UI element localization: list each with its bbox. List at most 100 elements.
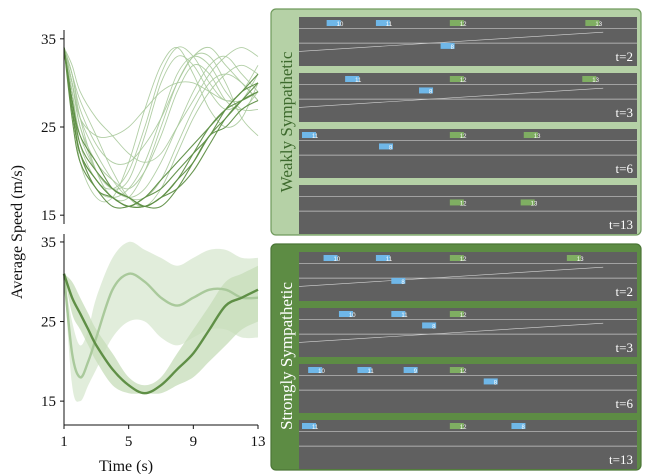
road-surface (299, 361, 637, 413)
vehicle-blue (375, 255, 390, 261)
road-shoulder (299, 14, 637, 17)
vehicle-blue (403, 367, 418, 373)
vehicle-blue (419, 87, 434, 94)
vehicle-label: 12 (460, 425, 467, 431)
vehicle-label: 13 (592, 78, 599, 84)
vehicle-label: 12 (460, 134, 467, 140)
vehicle-label: 13 (577, 257, 584, 263)
top-series-line (63, 47, 259, 208)
weak-panel-title: Weakly Sympathetic (277, 51, 296, 192)
road-shoulder (299, 182, 637, 185)
merge-line (298, 87, 604, 108)
road-surface (299, 182, 637, 234)
vehicle-green (585, 20, 600, 26)
top-y-tick-label: 35 (41, 32, 56, 48)
vehicle-green (449, 311, 464, 317)
strong-row: 10 11 9 12 8 t=6 (299, 361, 637, 413)
vehicle-green (582, 76, 597, 82)
time-label: t=13 (609, 452, 633, 467)
y-axis-label: Average Speed (m/s) (9, 165, 26, 299)
vehicle-label: 8 (451, 45, 455, 51)
vehicle-label: 9 (414, 369, 418, 375)
vehicle-green (449, 423, 464, 429)
road-surface (299, 249, 637, 301)
bottom-x-tick-label: 9 (190, 434, 198, 450)
top-series-line (63, 47, 259, 208)
vehicle-green (449, 132, 464, 138)
vehicle-blue (511, 423, 526, 429)
vehicle-blue (422, 322, 437, 329)
bottom-line-series (62, 272, 259, 395)
bottom-x-tick-label: 1 (60, 434, 68, 450)
vehicle-label: 10 (337, 22, 344, 28)
top-y-tick-label: 25 (41, 120, 56, 136)
merge-line (298, 31, 604, 52)
road-shoulder (299, 417, 637, 420)
vehicle-label: 12 (460, 22, 467, 28)
bottom-y-tick-label: 15 (41, 394, 56, 410)
vehicle-label: 11 (386, 22, 393, 28)
time-label: t=6 (616, 396, 634, 411)
top-series-line (63, 47, 259, 209)
vehicle-label: 8 (494, 380, 498, 386)
vehicle-label: 8 (521, 425, 525, 431)
bottom-x-tick-label: 13 (251, 434, 266, 450)
bottom-y-tick-label: 35 (41, 235, 56, 251)
weak-row: 12 13 t=13 (299, 182, 637, 234)
vehicle-blue (326, 20, 341, 26)
time-label: t=2 (616, 284, 633, 299)
vehicle-blue (440, 42, 455, 49)
vehicle-label: 8 (432, 324, 436, 330)
vehicle-green (449, 367, 464, 373)
vehicle-blue (308, 367, 323, 373)
vehicle-label: 8 (401, 280, 405, 286)
vehicle-blue (302, 423, 316, 429)
weak-row: 10 11 12 8 13 t=2 (298, 14, 637, 66)
bottom-bands (64, 241, 258, 402)
vehicle-label: 13 (534, 134, 541, 140)
vehicle-blue (345, 76, 360, 82)
vehicle-blue (375, 20, 390, 26)
bottom-speed-chart: 15 25 35 1 5 9 13 Time (s) (41, 234, 266, 474)
vehicle-blue (338, 311, 353, 317)
bottom-series-dark (62, 273, 259, 395)
merge-line (298, 266, 604, 287)
vehicle-label: 12 (460, 257, 467, 263)
weakly-sympathetic-panel: Weakly Sympathetic 10 11 12 8 13 t=2 11 8 12 13 t=… (270, 8, 642, 236)
strongly-sympathetic-panel: Strongly Sympathetic 10 11 12 8 13 t=2 10 11 8 12… (270, 243, 642, 471)
vehicle-label: 8 (389, 145, 393, 151)
bottom-y-tick-label: 25 (41, 315, 56, 331)
vehicle-blue (357, 367, 372, 373)
top-series-line (63, 47, 259, 203)
bottom-band-dark (64, 265, 258, 394)
x-axis-label: Time (s) (99, 458, 153, 474)
bottom-series-light (62, 272, 259, 379)
vehicle-green (520, 199, 535, 206)
strong-rows: 10 11 12 8 13 t=2 10 11 8 12 t=3 10 11 9 12 8 t=6 11 12 8 t=… (298, 249, 637, 469)
strong-row: 11 12 8 t=13 (299, 417, 637, 469)
vehicle-label: 11 (367, 369, 374, 375)
vehicle-label: 12 (460, 201, 467, 207)
merge-line (298, 322, 604, 343)
vehicle-blue (302, 132, 316, 138)
vehicle-green (449, 20, 464, 26)
weak-rows: 10 11 12 8 13 t=2 11 8 12 13 t=3 11 8 12 13 t=6 12 13 t=13 (298, 14, 637, 234)
top-line-series (63, 46, 259, 209)
time-label: t=3 (616, 340, 633, 355)
road-shoulder (299, 305, 637, 308)
road-surface (299, 305, 637, 357)
time-label: t=3 (616, 105, 633, 120)
vehicle-blue (323, 255, 338, 261)
bottom-y-ticks: 15 25 35 (41, 235, 64, 410)
vehicle-label: 8 (429, 89, 433, 95)
time-label: t=2 (616, 49, 633, 64)
vehicle-label: 11 (401, 313, 408, 319)
top-series-line (63, 47, 259, 163)
vehicle-green (449, 199, 464, 206)
vehicle-blue (379, 143, 393, 150)
top-speed-chart: 15 25 35 (41, 30, 259, 224)
top-y-tick-label: 15 (41, 208, 56, 224)
top-series-line (63, 47, 259, 138)
vehicle-green (566, 255, 581, 261)
vehicle-green (449, 255, 464, 261)
